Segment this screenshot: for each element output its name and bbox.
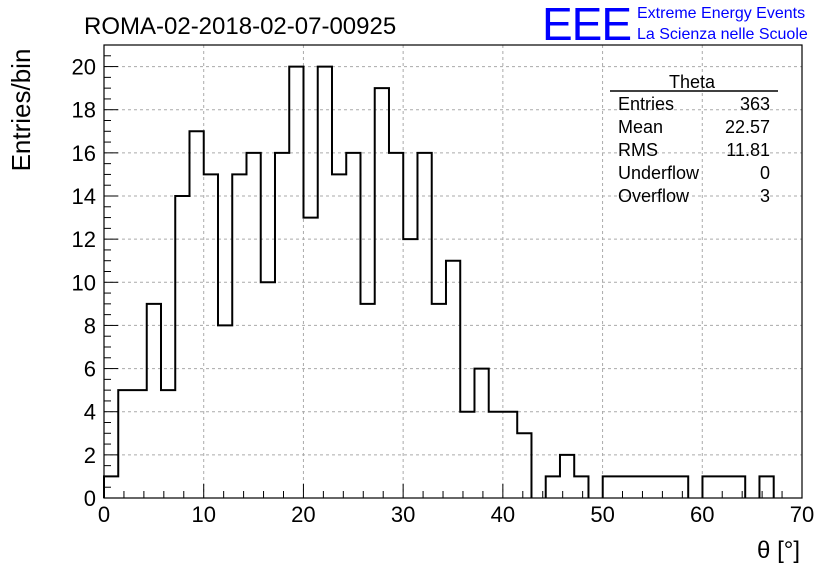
histogram-bin [332, 174, 346, 498]
stats-value: 11.81 [726, 140, 770, 160]
histogram-outline [103, 65, 775, 498]
x-tick-label: 20 [291, 502, 315, 527]
histogram-bin [189, 131, 203, 498]
histogram-bin [702, 476, 716, 498]
stats-value: 0 [760, 163, 770, 183]
x-tick-label: 60 [690, 502, 714, 527]
histogram-bin [175, 196, 189, 498]
eee-logo: EEE [542, 0, 631, 50]
x-axis-label: θ [°] [757, 537, 800, 564]
histogram-bin [232, 174, 246, 498]
histogram-bin [660, 476, 674, 498]
x-tick-label: 10 [191, 502, 215, 527]
y-tick-label: 18 [72, 98, 96, 123]
y-tick-label: 16 [72, 141, 96, 166]
x-tick-label: 70 [790, 502, 814, 527]
histogram-bin [731, 476, 745, 498]
histogram-bin [674, 476, 688, 498]
stats-value: 3 [760, 186, 770, 206]
y-tick-label: 12 [72, 227, 96, 252]
y-tick-label: 10 [72, 270, 96, 295]
histogram-bin [147, 304, 161, 498]
histogram-bin [645, 476, 659, 498]
histogram-bin [503, 412, 517, 498]
histogram-bin [546, 476, 560, 498]
y-tick-label: 14 [72, 184, 96, 209]
y-tick-label: 20 [72, 55, 96, 80]
grid-lines [104, 45, 802, 498]
histogram-bin [275, 153, 289, 498]
stats-value: 363 [740, 94, 770, 114]
histogram-bin [574, 476, 588, 498]
x-tick-label: 50 [590, 502, 614, 527]
stats-label: Mean [618, 117, 663, 137]
histogram-bins [103, 65, 775, 498]
x-tick-label: 0 [98, 502, 110, 527]
stats-title: Theta [669, 72, 716, 92]
histogram-bin [474, 369, 488, 498]
stats-label: RMS [618, 140, 658, 160]
histogram-bin [631, 476, 645, 498]
x-tick-label: 40 [491, 502, 515, 527]
histogram-bin [603, 476, 617, 498]
y-tick-label: 6 [84, 357, 96, 382]
histogram-bin [617, 476, 631, 498]
histogram-bin [261, 282, 275, 498]
histogram-bin [717, 476, 731, 498]
axis-ticks [103, 44, 803, 499]
logo-line-1: Extreme Energy Events [637, 5, 805, 22]
histogram-bin [360, 304, 374, 498]
y-tick-labels: 0 2 4 6 8 10 12 14 16 18 20 [72, 55, 96, 511]
histogram-bin [204, 174, 218, 498]
histogram-bin [318, 67, 332, 498]
histogram-bin [560, 455, 574, 498]
histogram-bin [118, 390, 132, 498]
y-axis-label: Entries/bin [6, 49, 36, 172]
y-tick-label: 4 [84, 400, 96, 425]
stats-label: Underflow [618, 163, 700, 183]
y-tick-label: 2 [84, 443, 96, 468]
histogram-bin [375, 88, 389, 498]
x-tick-label: 30 [391, 502, 415, 527]
histogram-bin [517, 433, 531, 498]
histogram-bin [132, 390, 146, 498]
x-tick-labels: 0 10 20 30 40 50 60 70 [98, 502, 814, 527]
stats-box: Theta Entries 363 Mean 22.57 RMS 11.81 Underfl… [610, 72, 778, 206]
histogram-bin [303, 218, 317, 498]
histogram-bin [432, 304, 446, 498]
logo-line-2: La Scienza nelle Scuole [637, 26, 808, 43]
histogram-bin [446, 261, 460, 498]
stats-label: Overflow [618, 186, 690, 206]
plot-frame [103, 44, 803, 499]
y-tick-label: 0 [84, 486, 96, 511]
stats-value: 22.57 [725, 117, 770, 137]
stats-label: Entries [618, 94, 674, 114]
y-tick-label: 8 [84, 313, 96, 338]
histogram-bin [161, 390, 175, 498]
histogram-bin [389, 153, 403, 498]
chart-title: ROMA-02-2018-02-07-00925 [84, 13, 396, 40]
histogram-bin [759, 476, 773, 498]
